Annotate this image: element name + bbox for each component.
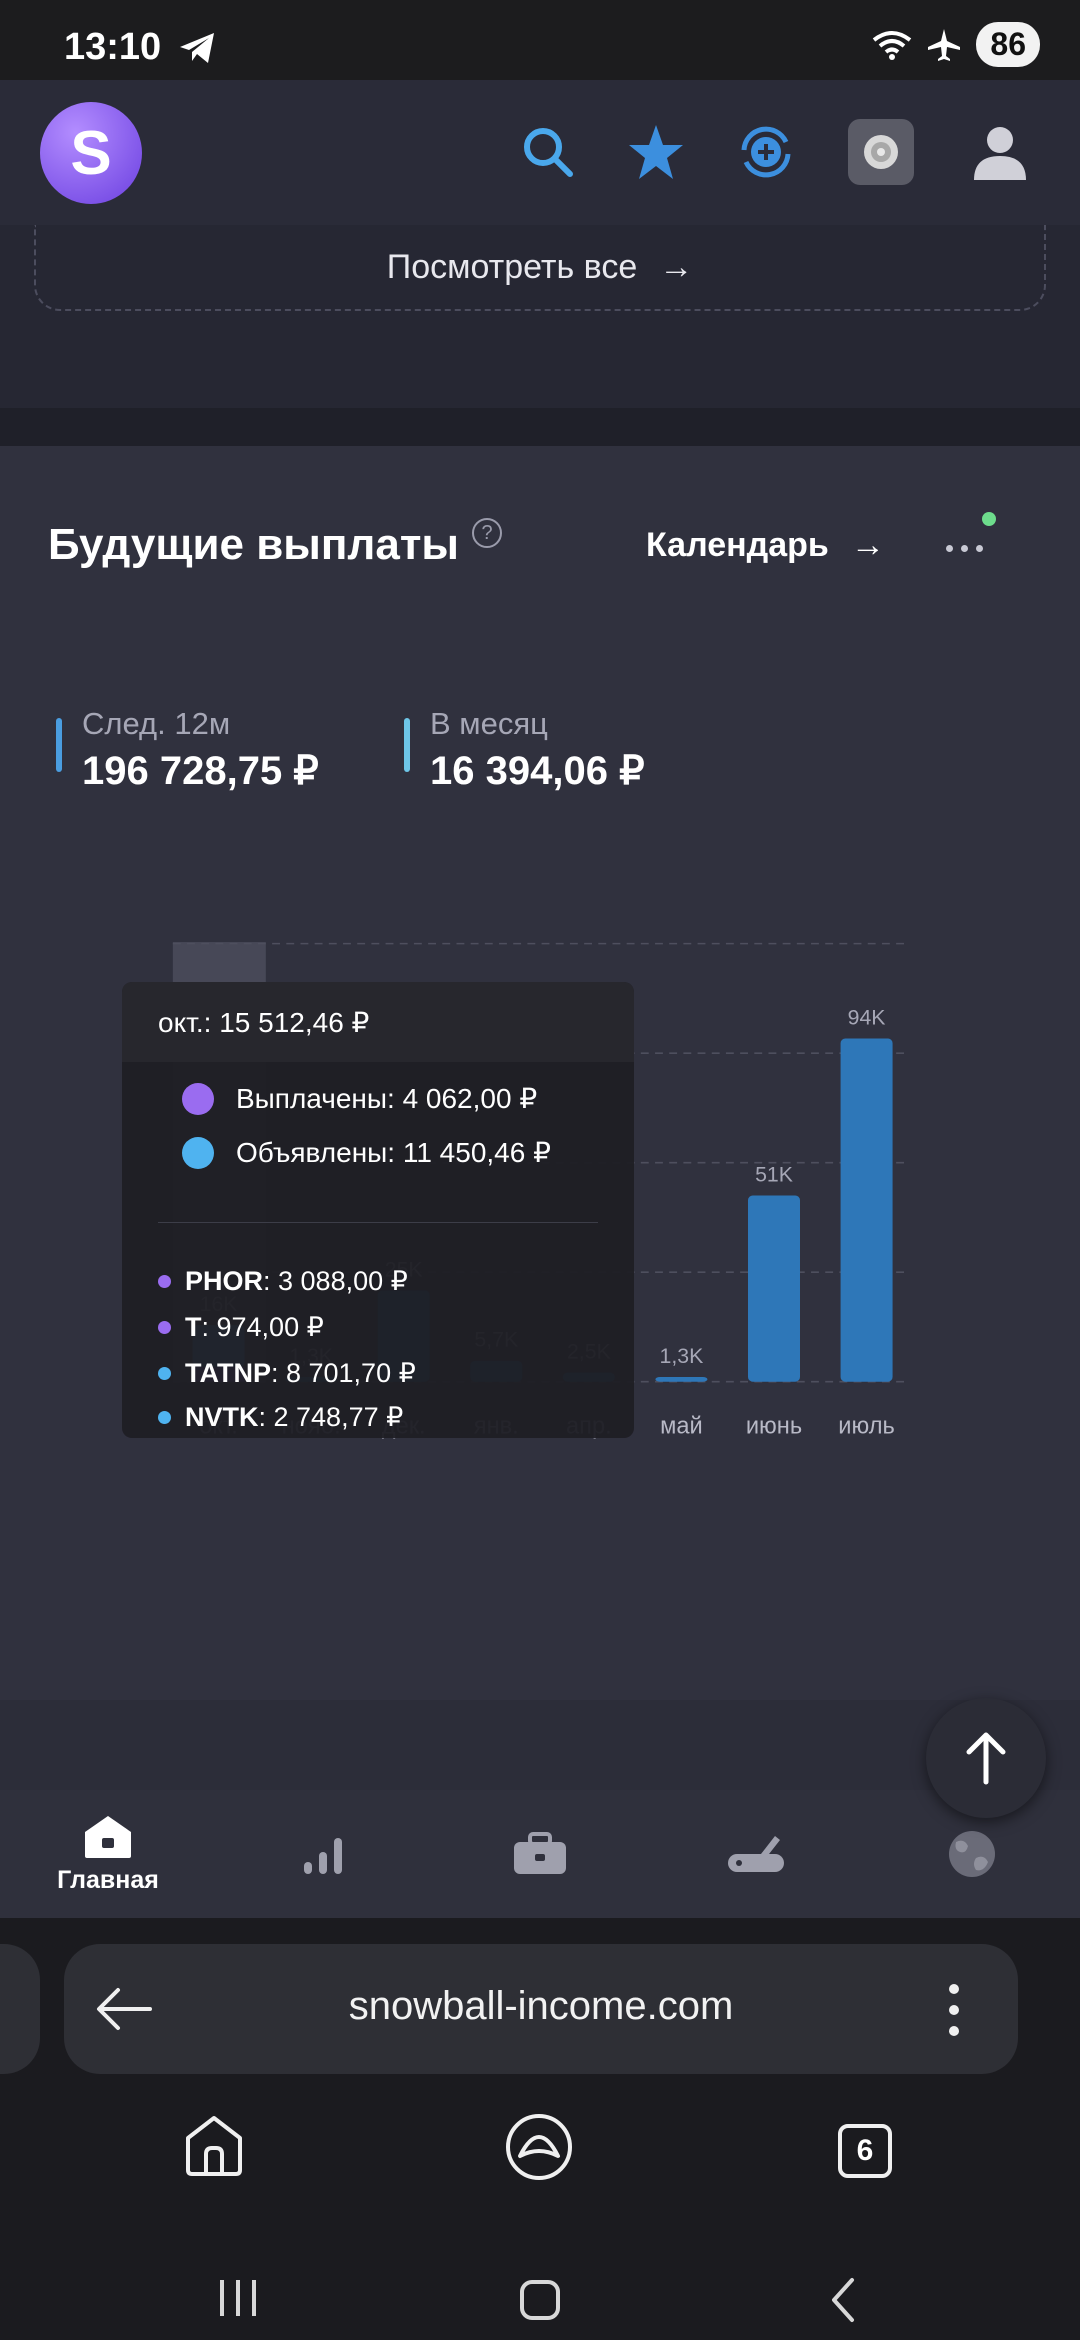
broker-avatar-icon[interactable] <box>848 119 914 185</box>
notification-dot <box>982 512 996 526</box>
view-all-button[interactable]: Посмотреть все → <box>34 225 1046 311</box>
stat-value: 196 728,75 ₽ <box>82 749 319 793</box>
nav-item-market[interactable] <box>864 1790 1080 1918</box>
tabs-count-button[interactable]: 6 <box>838 2124 892 2178</box>
tooltip-item: PHOR: 3 088,00 ₽ <box>158 1266 408 1297</box>
app-header: S <box>0 80 1080 225</box>
alice-assistant-icon[interactable] <box>504 2112 574 2182</box>
ticker: NVTK <box>185 1402 259 1432</box>
arrow-up-icon <box>966 1732 1006 1785</box>
nav-label: Главная <box>57 1865 159 1894</box>
status-icons: 86 <box>872 22 1040 67</box>
recent-apps-icon[interactable] <box>216 2276 260 2320</box>
ticker: PHOR <box>185 1266 264 1296</box>
announced-dot-icon <box>182 1136 214 1169</box>
address-bar[interactable]: snowball-income.com <box>64 1944 1018 2074</box>
home-icon <box>85 1815 131 1858</box>
add-sync-icon[interactable] <box>730 116 802 188</box>
stat-label: В месяц <box>430 706 548 741</box>
calendar-label: Календарь <box>646 526 829 564</box>
airplane-icon <box>928 28 961 61</box>
side-tab-pill[interactable] <box>0 1944 40 2074</box>
chart-tooltip: окт.: 15 512,46 ₽ Выплачены: 4 062,00 ₽ … <box>122 982 634 1438</box>
status-time: 13:10 <box>64 26 162 68</box>
amount: : 974,00 ₽ <box>201 1312 324 1342</box>
section-divider <box>0 408 1080 446</box>
stats-icon <box>304 1838 342 1874</box>
tools-icon <box>728 1836 784 1872</box>
stat-marker <box>56 718 62 772</box>
url-text[interactable]: snowball-income.com <box>348 1984 734 2028</box>
x-tick-label: июнь <box>746 1414 802 1440</box>
globe-icon <box>949 1831 995 1877</box>
wifi-icon <box>873 30 912 60</box>
amount: : 3 088,00 ₽ <box>263 1266 408 1296</box>
browser-bar: snowball-income.com 6 <box>0 1918 1080 2340</box>
tooltip-separator <box>158 1222 598 1223</box>
data-label: 94K <box>848 1005 886 1029</box>
view-all-label: Посмотреть все <box>386 247 638 286</box>
paid-dot-icon <box>182 1082 214 1115</box>
ticker: TATNP <box>185 1358 271 1388</box>
android-home-icon[interactable] <box>518 2278 562 2322</box>
chart-bar <box>655 1376 708 1382</box>
kebab-menu-icon[interactable] <box>944 1982 964 2038</box>
amount: : 8 701,70 ₽ <box>270 1358 416 1388</box>
nav-item-tools[interactable] <box>648 1790 864 1918</box>
android-back-icon[interactable] <box>826 2276 860 2324</box>
tooltip-row-label: Объявлены: 11 450,46 ₽ <box>236 1137 551 1168</box>
x-tick-label: июль <box>838 1414 895 1440</box>
stat-label: След. 12м <box>82 706 231 741</box>
app-logo[interactable]: S <box>40 102 142 204</box>
stat-value: 16 394,06 ₽ <box>430 749 645 793</box>
chart-bar <box>748 1195 800 1382</box>
ticker: T <box>185 1312 202 1342</box>
chart-bar <box>840 1038 893 1382</box>
tooltip-row-paid: Выплачены: 4 062,00 ₽ <box>182 1082 537 1115</box>
status-bar: 13:10 86 <box>0 0 1080 80</box>
help-icon[interactable]: ? <box>472 518 502 548</box>
arrow-right-icon: → <box>659 247 694 286</box>
back-arrow-icon[interactable] <box>94 1984 154 2034</box>
stat-marker <box>404 718 410 772</box>
profile-icon[interactable] <box>964 116 1036 188</box>
telegram-icon <box>180 33 214 63</box>
arrow-right-icon: → <box>850 526 885 564</box>
browser-home-icon[interactable] <box>182 2114 246 2178</box>
briefcase-icon <box>514 1832 566 1874</box>
data-label: 1,3K <box>660 1344 704 1368</box>
app-bottom-nav: Главная <box>0 1790 1080 1918</box>
more-menu-button[interactable] <box>936 528 992 568</box>
dot-icon <box>158 1367 171 1380</box>
battery-level: 86 <box>976 22 1040 67</box>
nav-item-portfolio[interactable] <box>432 1790 648 1918</box>
tooltip-row-announced: Объявлены: 11 450,46 ₽ <box>182 1136 551 1169</box>
calendar-link[interactable]: Календарь → <box>646 526 885 565</box>
dot-icon <box>158 1321 171 1334</box>
tooltip-item: T: 974,00 ₽ <box>158 1312 324 1343</box>
tooltip-item: TATNP: 8 701,70 ₽ <box>158 1358 416 1389</box>
payouts-title: Будущие выплаты <box>48 520 459 569</box>
dot-icon <box>158 1411 171 1424</box>
next-section-strip <box>0 1700 1080 1790</box>
nav-item-stats[interactable] <box>216 1790 432 1918</box>
tooltip-row-label: Выплачены: 4 062,00 ₽ <box>236 1083 538 1114</box>
tooltip-title: окт.: 15 512,46 ₽ <box>122 982 634 1062</box>
tooltip-item: NVTK: 2 748,77 ₽ <box>158 1402 403 1433</box>
search-icon[interactable] <box>512 116 584 188</box>
star-icon[interactable] <box>620 116 692 188</box>
amount: : 2 748,77 ₽ <box>258 1402 404 1432</box>
nav-item-home[interactable]: Главная <box>0 1790 216 1918</box>
dot-icon <box>158 1275 171 1288</box>
scroll-top-button[interactable] <box>926 1698 1046 1818</box>
data-label: 51K <box>755 1162 793 1186</box>
x-tick-label: май <box>660 1414 703 1440</box>
